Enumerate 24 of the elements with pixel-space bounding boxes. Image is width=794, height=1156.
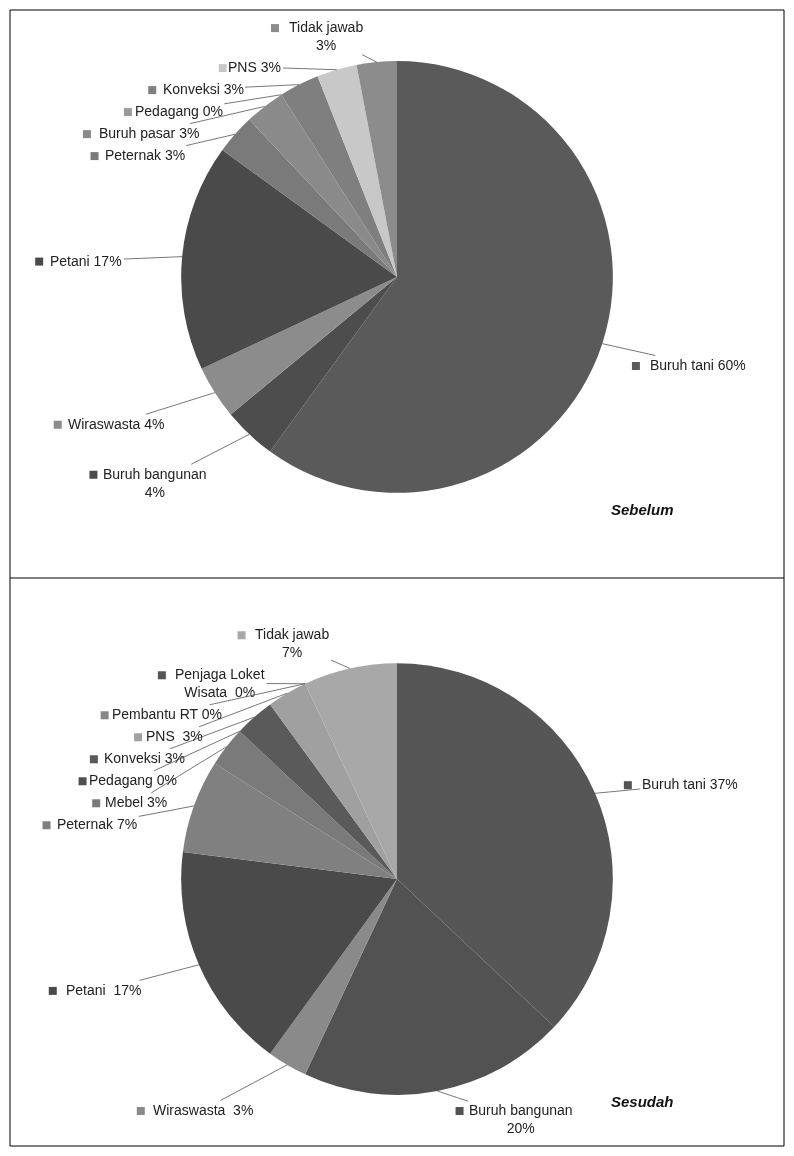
legend-label: Petani 17% — [66, 982, 142, 998]
legend-label: PNS 3% — [146, 728, 203, 744]
legend-label: Mebel 3% — [105, 794, 168, 810]
legend-label: Peternak 7% — [57, 816, 138, 832]
text: Sebelum — [611, 501, 674, 518]
legend-label: Wiraswasta 3% — [153, 1102, 254, 1118]
text: Sesudah — [611, 1093, 674, 1110]
legend-label: Petani 17% — [50, 253, 122, 269]
legend-label: Tidak jawab 3% — [289, 19, 364, 54]
legend-label: Pembantu RT 0% — [112, 706, 222, 722]
legend-label: Peternak 3% — [105, 147, 186, 163]
legend-label: Buruh pasar 3% — [99, 125, 200, 141]
legend-label: Konveksi 3% — [104, 750, 185, 766]
legend-label: Penjaga Loket Wisata 0% — [175, 666, 265, 701]
legend-label: Tidak jawab 7% — [255, 626, 330, 661]
legend-label: Wiraswasta 4% — [68, 416, 165, 432]
legend-label: Buruh tani 37% — [642, 776, 738, 792]
legend-label: Pedagang 0% — [135, 103, 223, 119]
legend-label: Buruh tani 60% — [650, 357, 746, 373]
legend-label: Buruh bangunan 4% — [103, 466, 207, 501]
legend-label: Pedagang 0% — [89, 772, 177, 788]
legend-label: PNS 3% — [228, 59, 281, 75]
legend-label: Konveksi 3% — [163, 81, 244, 97]
legend-label: Buruh bangunan 20% — [469, 1102, 573, 1137]
